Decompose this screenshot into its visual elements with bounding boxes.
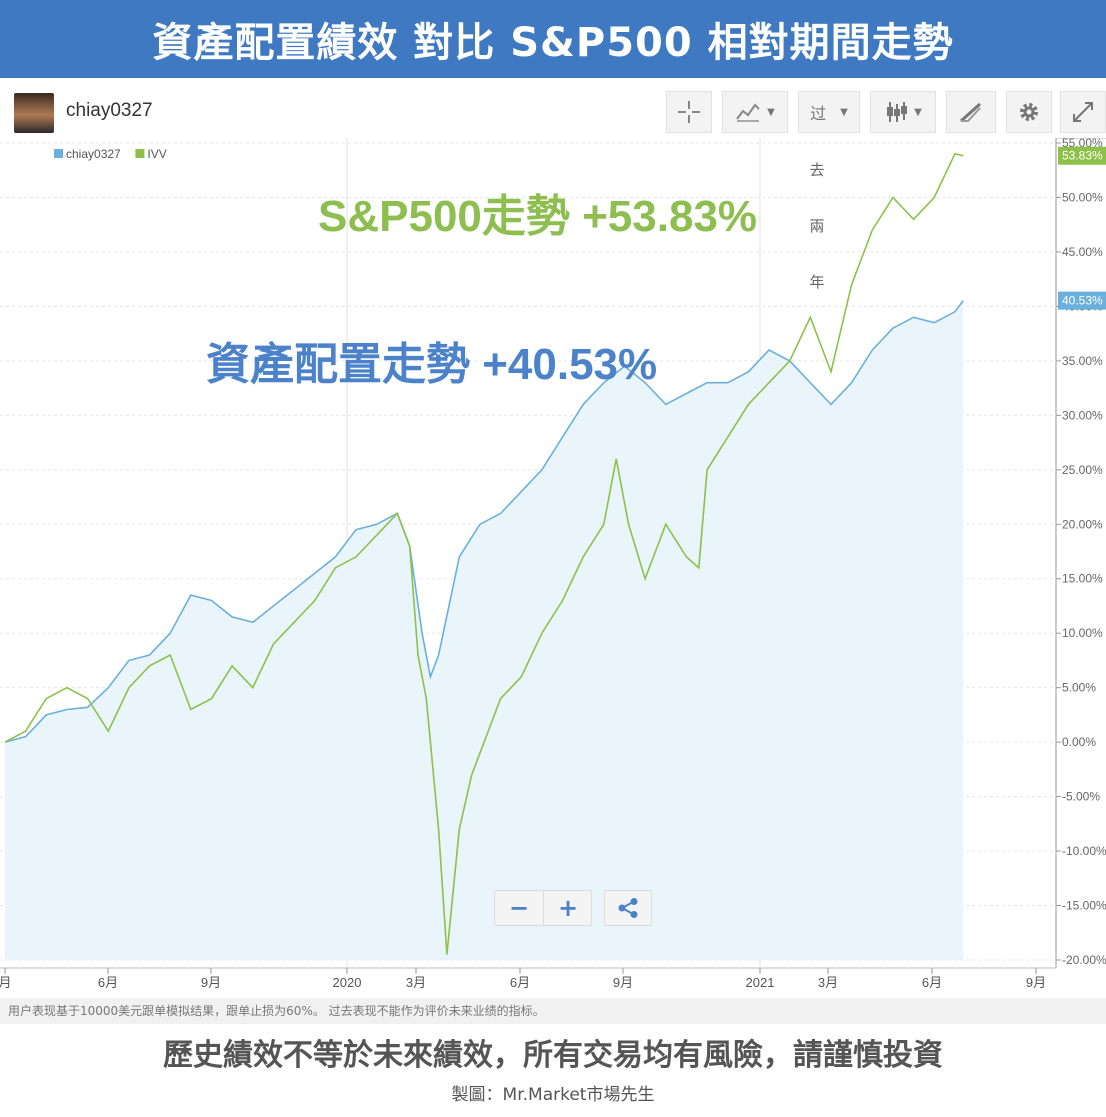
vertical-note-char: 兩	[809, 217, 824, 235]
series-line-IVV	[4, 152, 964, 955]
x-tick-label: 6月	[510, 975, 530, 990]
last-value-label: 40.53%	[1062, 294, 1103, 308]
chevron-down-icon: ▼	[767, 106, 775, 118]
x-tick-label: 9月	[201, 975, 221, 990]
x-tick-label: 6月	[922, 975, 942, 990]
legend-swatch	[135, 149, 145, 158]
y-axis: 55.00%50.00%45.00%40.00%35.00%30.00%25.0…	[1055, 138, 1106, 968]
series-layer	[4, 152, 964, 960]
y-tick-label: 25.00%	[1062, 463, 1103, 477]
y-tick-label: -5.00%	[1062, 790, 1100, 804]
period-label: 过	[810, 104, 827, 123]
y-tick-label: 35.00%	[1062, 354, 1103, 368]
period-dropdown[interactable]: 过 ▼	[798, 91, 860, 133]
candlestick-icon	[887, 102, 908, 122]
x-tick-label: 2020	[333, 975, 362, 990]
footnote: 用户表现基于10000美元跟单模拟结果，跟单止损为60%。 过去表现不能作为评价…	[8, 1004, 545, 1018]
chart-type-icon	[736, 103, 760, 122]
gear-icon	[1020, 103, 1038, 121]
draw-icon	[959, 102, 982, 123]
chart-toolbar: chiay0327 ▼ 过 ▼ ▼	[0, 88, 1106, 139]
asset-annotation: 資產配置走勢 +40.53%	[206, 340, 658, 389]
candlestick-button[interactable]: ▼	[870, 91, 936, 133]
page-title: 資產配置績效 對比 S&P500 相對期間走勢	[152, 20, 954, 66]
y-tick-label: 15.00%	[1062, 572, 1103, 586]
chevron-down-icon: ▼	[840, 106, 848, 118]
series-line-chiay0327	[4, 300, 964, 743]
share-button[interactable]	[604, 890, 652, 926]
last-value-label: 53.83%	[1062, 149, 1103, 163]
x-tick-label: 月	[0, 975, 12, 990]
y-tick-label: 30.00%	[1062, 408, 1103, 422]
credit: 製圖：Mr.Market市場先生	[451, 1085, 655, 1105]
username[interactable]: chiay0327	[66, 100, 153, 121]
last-value-labels: 40.53% 53.83%	[1058, 146, 1106, 310]
crosshair-icon	[678, 101, 700, 123]
y-tick-label: -15.00%	[1062, 899, 1106, 913]
legend-swatch	[54, 149, 63, 158]
expand-button[interactable]	[1060, 91, 1106, 133]
x-tick-label: 9月	[613, 975, 633, 990]
y-tick-label: 0.00%	[1062, 735, 1096, 749]
y-tick-label: 45.00%	[1062, 245, 1103, 259]
y-tick-label: -20.00%	[1062, 953, 1106, 967]
y-tick-label: -10.00%	[1062, 844, 1106, 858]
draw-button[interactable]	[946, 91, 996, 133]
x-tick-label: 9月	[1026, 975, 1046, 990]
y-tick-label: 50.00%	[1062, 190, 1103, 204]
zoom-in-button[interactable]: +	[557, 894, 579, 922]
chevron-down-icon: ▼	[914, 106, 922, 118]
x-tick-label: 2021	[746, 975, 775, 990]
disclaimer: 歷史績效不等於未來績效，所有交易均有風險，請謹慎投資	[163, 1038, 943, 1073]
chart-type-button[interactable]: ▼	[722, 91, 788, 133]
legend-label: IVV	[147, 147, 166, 161]
zoom-out-button[interactable]: −	[495, 891, 544, 925]
sp500-annotation: S&P500走勢 +53.83%	[318, 192, 758, 241]
x-tick-label: 6月	[98, 975, 118, 990]
legend: chiay0327 IVV	[54, 147, 167, 161]
vertical-note-char: 年	[809, 273, 824, 291]
zoom-controls: − +	[494, 890, 592, 926]
y-tick-label: 5.00%	[1062, 681, 1096, 695]
vertical-note-char: 去	[809, 161, 824, 179]
x-tick-label: 3月	[406, 975, 426, 990]
vertical-note: 去兩年	[809, 161, 824, 291]
y-tick-label: 20.00%	[1062, 517, 1103, 531]
avatar[interactable]	[14, 93, 54, 133]
legend-label: chiay0327	[66, 147, 121, 161]
last-value-badge	[1058, 146, 1106, 165]
settings-button[interactable]	[1006, 91, 1052, 133]
y-tick-label: 10.00%	[1062, 626, 1103, 640]
footnote-bar: 用户表现基于10000美元跟单模拟结果，跟单止损为60%。 过去表现不能作为评价…	[0, 998, 1106, 1024]
last-value-badge	[1058, 291, 1106, 310]
performance-chart: 55.00%50.00%45.00%40.00%35.00%30.00%25.0…	[0, 138, 1106, 990]
x-axis: 月 6月 9月 2020 3月 6月 9月 2021 3月 6月 9月	[0, 967, 1056, 990]
series-area-chiay0327	[5, 300, 964, 960]
crosshair-button[interactable]	[666, 91, 712, 133]
x-tick-label: 3月	[818, 975, 838, 990]
expand-icon	[1073, 102, 1093, 122]
title-banner: 資產配置績效 對比 S&P500 相對期間走勢	[0, 0, 1106, 78]
share-icon	[618, 898, 638, 918]
